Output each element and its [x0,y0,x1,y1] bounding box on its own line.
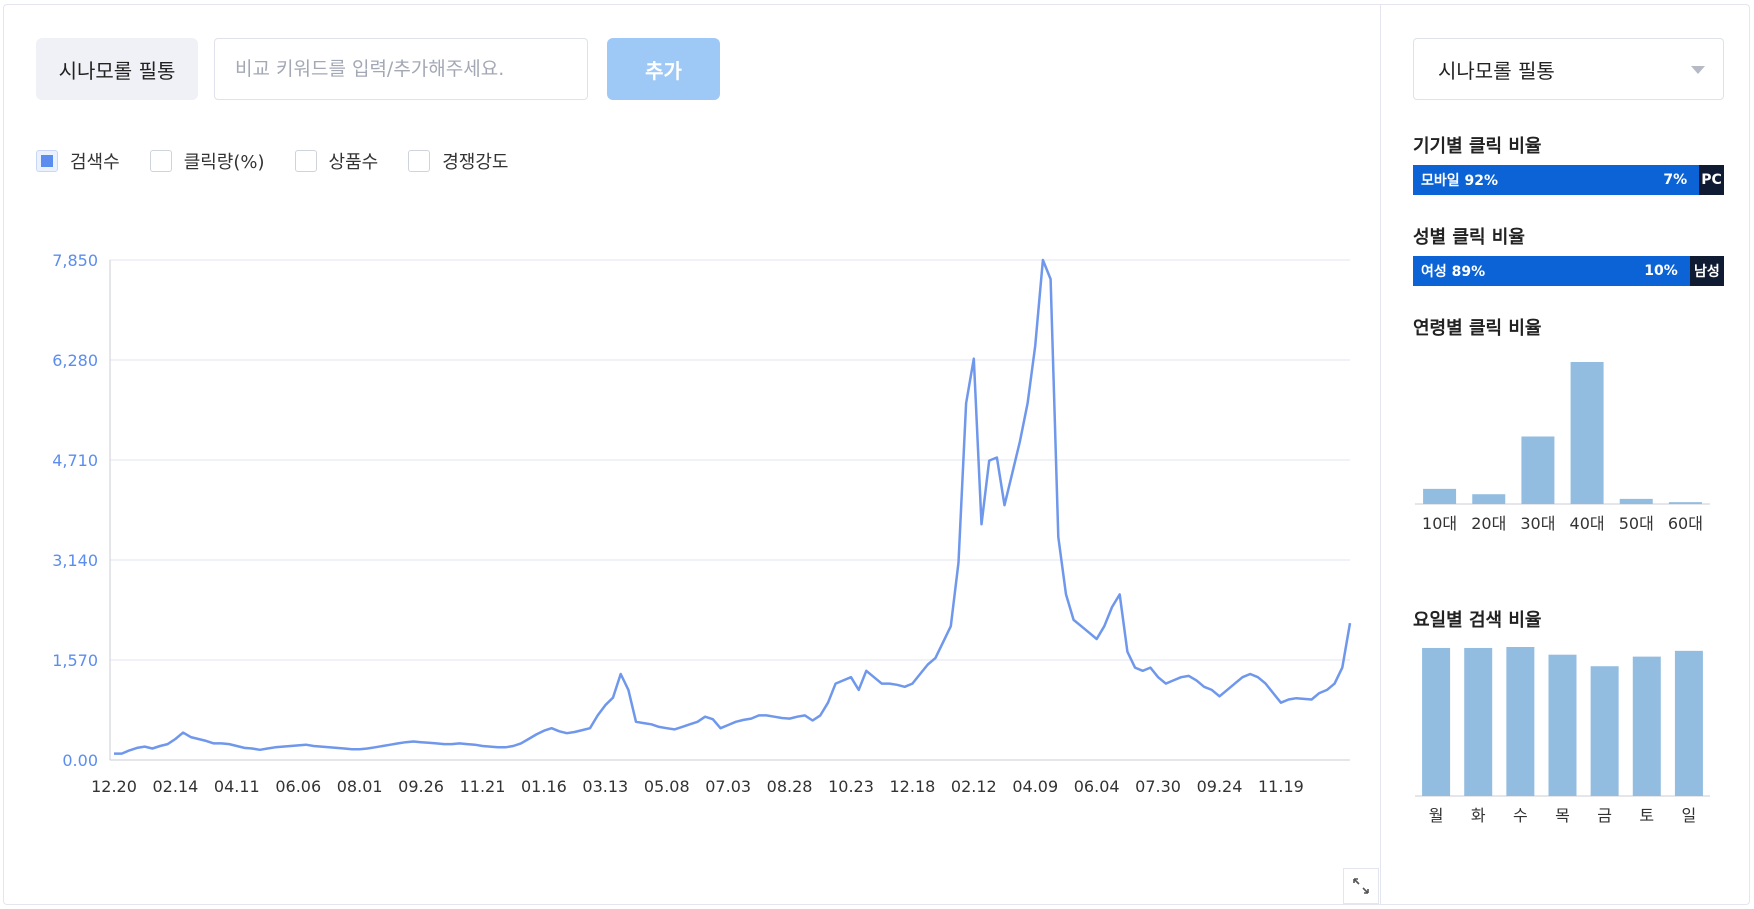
legend-label: 클릭량(%) [183,152,265,173]
expand-icon[interactable] [1343,868,1379,904]
bar-category-label: 30대 [1520,514,1555,533]
x-tick-label: 07.30 [1135,777,1181,796]
day-ratio-title: 요일별 검색 비율 [1413,610,1542,631]
legend-click-rate[interactable]: 클릭량(%) [149,148,265,174]
keyword-select[interactable]: 시나모롤 필통 [1413,38,1724,100]
bar [1423,488,1457,504]
bar [1668,502,1702,504]
bar-category-label: 금 [1597,806,1612,825]
age-bar-chart: 10대 20대 30대 40대 50대 60대 [1415,362,1710,533]
male-label: 남성 [1694,264,1720,280]
search-count-checkbox[interactable] [36,150,58,172]
x-tick-label: 07.03 [705,777,751,796]
add-keyword-button[interactable]: 추가 [607,38,720,100]
bar [1570,362,1604,504]
x-tick-label: 04.11 [214,777,260,796]
gender-ratio-title: 성별 클릭 비율 [1413,227,1525,248]
gender-ratio-bar: 여성 89% 10% 남성 [1413,256,1724,286]
bar-category-label: 20대 [1471,514,1506,533]
bar [1619,498,1653,504]
pc-share-bar: PC [1699,165,1724,195]
bar-category-label: 60대 [1668,514,1703,533]
bar-category-label: 40대 [1570,514,1605,533]
bar-category-label: 10대 [1422,514,1457,533]
pc-label: PC [1701,172,1722,188]
bar [1632,656,1661,796]
legend-search-count[interactable]: 검색수 [36,148,120,174]
bar-category-label: 50대 [1619,514,1654,533]
click-rate-checkbox[interactable] [149,150,172,172]
product-count-checkbox[interactable] [294,150,317,172]
bar [1521,436,1555,504]
keyword-select-value: 시나모롤 필통 [1438,58,1555,83]
legend-label: 상품수 [328,152,379,173]
x-tick-label: 04.09 [1012,777,1058,796]
search-count-line [114,258,1352,755]
competition-checkbox[interactable] [408,150,431,172]
x-tick-label: 08.28 [767,777,813,796]
legend-competition[interactable]: 경쟁강도 [408,148,508,174]
chart-panel-frame [3,4,1750,905]
x-tick-label: 02.12 [951,777,997,796]
bar-category-label: 월 [1429,806,1444,825]
search-trend-chart: 7,850 6,280 4,710 3,140 1,570 0.00 12.20 02.14 0… [52,251,1352,796]
legend-label: 검색수 [70,152,120,173]
bar [1548,654,1577,796]
bar [1506,647,1535,796]
mobile-share-bar: 모바일 92% 7% [1413,165,1700,195]
x-tick-label: 09.24 [1197,777,1243,796]
x-tick-label: 12.20 [91,777,137,796]
bar-category-label: 목 [1555,806,1570,825]
y-tick-label: 7,850 [52,251,98,270]
female-share-bar: 여성 89% 10% [1413,256,1690,286]
bar [1422,647,1451,796]
bar [1464,647,1493,796]
y-tick-label: 3,140 [52,551,98,570]
bar-category-label: 수 [1513,806,1528,825]
bar [1472,494,1506,504]
x-tick-label: 06.06 [275,777,321,796]
x-tick-label: 09.26 [398,777,444,796]
age-ratio-title: 연령별 클릭 비율 [1413,318,1542,339]
chevron-down-icon [1691,66,1705,74]
bar-category-label: 화 [1471,806,1486,825]
x-tick-label: 02.14 [153,777,199,796]
bar-category-label: 일 [1682,806,1697,825]
legend-product-count[interactable]: 상품수 [294,148,379,174]
x-tick-label: 10.23 [828,777,874,796]
expand-arrows-icon [1353,878,1369,894]
x-tick-label: 08.01 [337,777,383,796]
x-tick-label: 05.08 [644,777,690,796]
mobile-share-label: 모바일 92% [1421,173,1499,189]
y-tick-label: 1,570 [52,651,98,670]
y-tick-label: 4,710 [52,451,98,470]
male-share-bar: 남성 [1689,256,1724,286]
pc-share-pct: 7% [1663,172,1688,188]
x-tick-label: 06.04 [1074,777,1120,796]
keyword-tag[interactable]: 시나모롤 필통 [36,38,198,100]
bar [1590,666,1619,796]
x-tick-label: 01.16 [521,777,567,796]
x-tick-label: 12.18 [890,777,936,796]
female-share-label: 여성 89% [1421,264,1486,280]
bar-category-label: 토 [1639,806,1654,825]
panel-divider [1380,4,1381,905]
device-ratio-bar: 모바일 92% 7% PC [1413,165,1724,195]
y-tick-label: 0.00 [62,751,98,770]
compare-keyword-input[interactable] [214,38,588,100]
device-ratio-title: 기기별 클릭 비율 [1413,136,1542,157]
x-tick-label: 11.19 [1258,777,1304,796]
legend-label: 경쟁강도 [442,152,509,173]
x-tick-label: 11.21 [460,777,506,796]
metric-legend: 검색수 클릭량(%) 상품수 경쟁강도 [36,148,538,174]
male-share-pct: 10% [1644,263,1678,279]
y-tick-label: 6,280 [52,351,98,370]
x-tick-label: 03.13 [582,777,628,796]
bar [1674,650,1703,796]
